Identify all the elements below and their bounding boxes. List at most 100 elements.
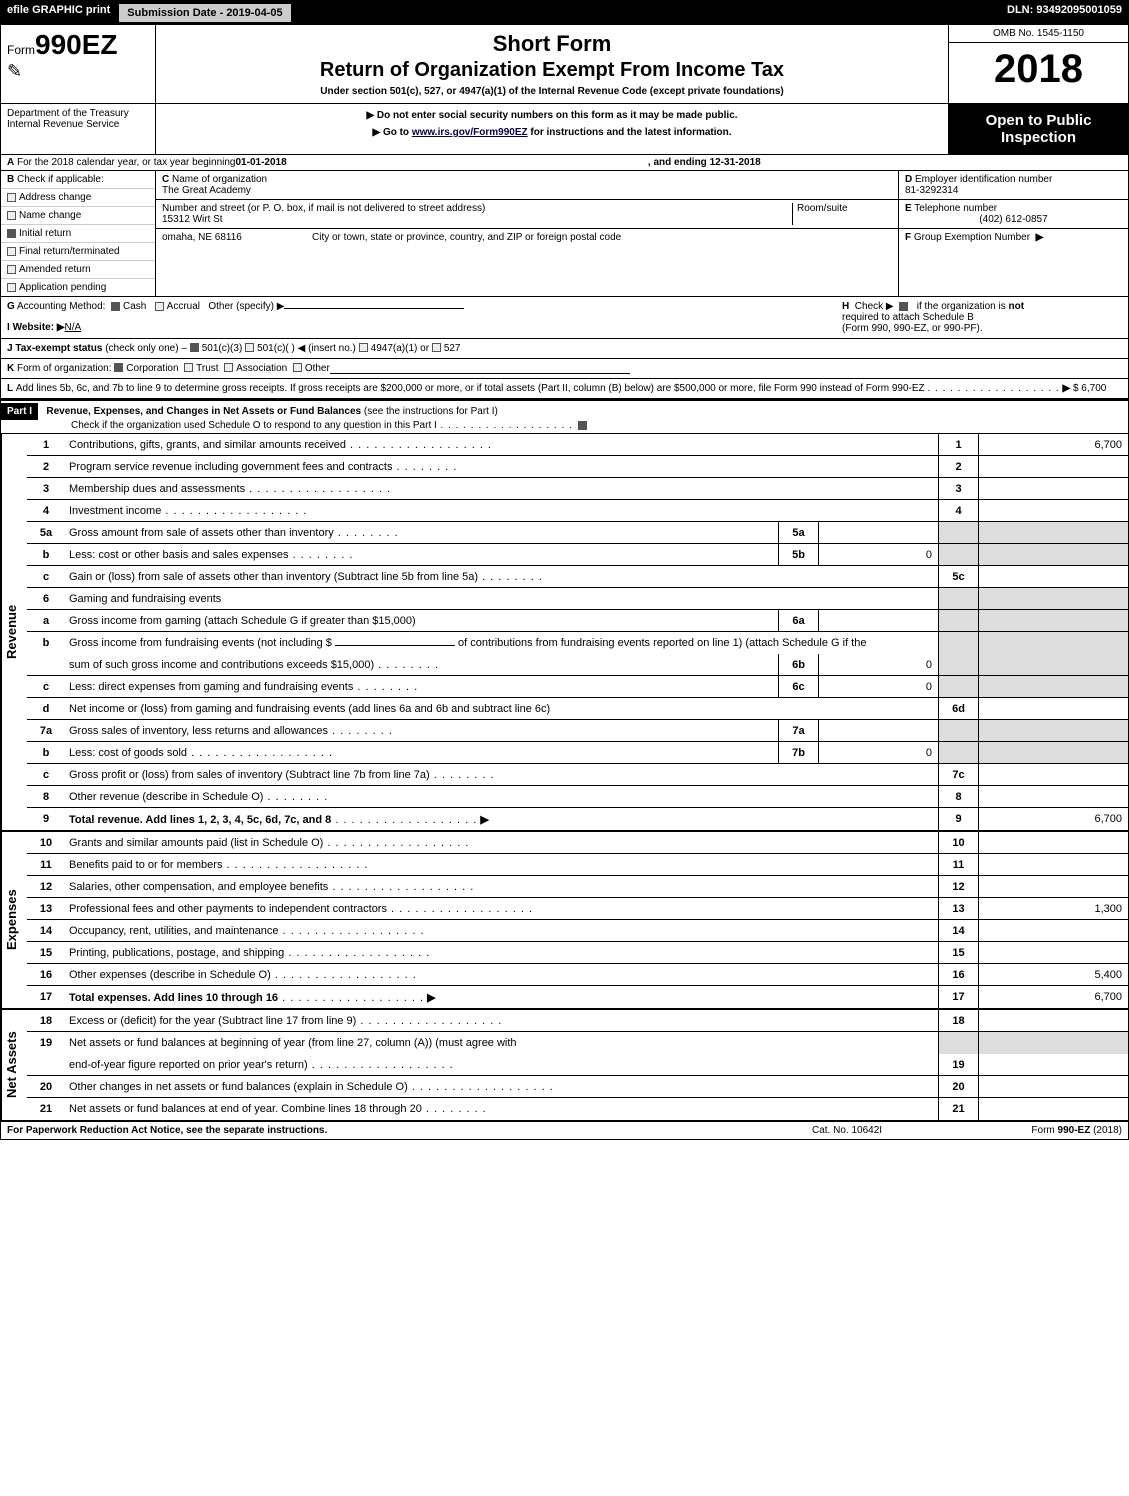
check-address-change[interactable]: Address change	[1, 189, 155, 207]
line-21: 21Net assets or fund balances at end of …	[27, 1098, 1128, 1120]
dln-label: DLN: 93492095001059	[1001, 1, 1128, 25]
tax-year-end: 12-31-2018	[710, 157, 761, 168]
check-accrual[interactable]	[155, 302, 164, 311]
room-suite-label: Room/suite	[792, 203, 892, 225]
line-6a: aGross income from gaming (attach Schedu…	[27, 610, 1128, 632]
open-to-public: Open to Public Inspection	[948, 104, 1128, 154]
dept-label: Department of the Treasury	[7, 108, 149, 119]
irs-link[interactable]: www.irs.gov/Form990EZ	[412, 127, 528, 138]
form-footer-label: Form 990-EZ (2018)	[962, 1125, 1122, 1136]
check-other-org[interactable]	[293, 363, 302, 372]
line-1: 1Contributions, gifts, grants, and simil…	[27, 434, 1128, 456]
part-1-label: Part I	[1, 403, 38, 420]
line-2: 2Program service revenue including gover…	[27, 456, 1128, 478]
line-20: 20Other changes in net assets or fund ba…	[27, 1076, 1128, 1098]
instruction-2: ▶ Go to www.irs.gov/Form990EZ for instru…	[162, 127, 942, 138]
check-trust[interactable]	[184, 363, 193, 372]
check-name-change[interactable]: Name change	[1, 207, 155, 225]
footer: For Paperwork Reduction Act Notice, see …	[1, 1121, 1128, 1139]
ein: 81-3292314	[905, 185, 1122, 196]
instructions-center: ▶ Do not enter social security numbers o…	[156, 104, 948, 154]
check-final-return[interactable]: Final return/terminated	[1, 243, 155, 261]
check-schedule-o[interactable]	[578, 421, 587, 430]
line-5c: cGain or (loss) from sale of assets othe…	[27, 566, 1128, 588]
line-7c: cGross profit or (loss) from sales of in…	[27, 764, 1128, 786]
line-7b-value: 0	[818, 742, 938, 763]
line-11: 11Benefits paid to or for members11	[27, 854, 1128, 876]
tax-year: 2018	[949, 43, 1128, 96]
line-16-value: 5,400	[978, 964, 1128, 985]
form-prefix: Form	[7, 43, 35, 57]
line-7b: bLess: cost of goods sold7b0	[27, 742, 1128, 764]
line-9: 9Total revenue. Add lines 1, 2, 3, 4, 5c…	[27, 808, 1128, 830]
year-block: OMB No. 1545-1150 2018	[948, 25, 1128, 103]
line-5b-value: 0	[818, 544, 938, 565]
section-j: J Tax-exempt status (check only one) – 5…	[1, 339, 1128, 359]
org-city: omaha, NE 68116	[162, 232, 292, 243]
check-amended-return[interactable]: Amended return	[1, 261, 155, 279]
part-1-header: Part I Revenue, Expenses, and Changes in…	[1, 399, 1128, 434]
line-6b-1: bGross income from fundraising events (n…	[27, 632, 1128, 654]
efile-print-label: efile GRAPHIC print	[1, 1, 116, 25]
revenue-sidebar: Revenue	[1, 434, 27, 830]
check-assoc[interactable]	[224, 363, 233, 372]
submission-date: Submission Date - 2019-04-05	[118, 3, 291, 23]
paperwork-notice: For Paperwork Reduction Act Notice, see …	[7, 1125, 812, 1136]
check-cash[interactable]	[111, 302, 120, 311]
check-501c3[interactable]	[190, 343, 199, 352]
line-13-value: 1,300	[978, 898, 1128, 919]
dept-block: Department of the Treasury Internal Reve…	[1, 104, 156, 154]
form-number-block: Form990EZ ✎	[1, 25, 156, 103]
header: Form990EZ ✎ Short Form Return of Organiz…	[1, 25, 1128, 104]
section-f: F Group Exemption Number ▶	[899, 229, 1128, 246]
tax-year-begin: 01-01-2018	[236, 157, 287, 168]
instruction-1: ▶ Do not enter social security numbers o…	[162, 110, 942, 121]
part-1-title: Revenue, Expenses, and Changes in Net As…	[46, 406, 361, 417]
line-15: 15Printing, publications, postage, and s…	[27, 942, 1128, 964]
check-schedule-b[interactable]	[899, 302, 908, 311]
section-k: K Form of organization: Corporation Trus…	[1, 359, 1128, 379]
revenue-section: Revenue 1Contributions, gifts, grants, a…	[1, 434, 1128, 832]
line-19-b: end-of-year figure reported on prior yea…	[27, 1054, 1128, 1076]
check-initial-return[interactable]: Initial return	[1, 225, 155, 243]
net-assets-sidebar: Net Assets	[1, 1010, 27, 1120]
form-number: 990EZ	[35, 29, 118, 60]
subtitle: Under section 501(c), 527, or 4947(a)(1)…	[166, 86, 938, 97]
check-527[interactable]	[432, 343, 441, 352]
line-6c-value: 0	[818, 676, 938, 697]
irs-label: Internal Revenue Service	[7, 119, 149, 130]
line-7a: 7aGross sales of inventory, less returns…	[27, 720, 1128, 742]
org-address: 15312 Wirt St	[162, 214, 792, 225]
website: N/A	[65, 322, 82, 333]
line-6b-2: sum of such gross income and contributio…	[27, 654, 1128, 676]
line-17-value: 6,700	[978, 986, 1128, 1008]
title-block: Short Form Return of Organization Exempt…	[156, 25, 948, 103]
section-a: A For the 2018 calendar year, or tax yea…	[1, 155, 1128, 171]
line-17: 17Total expenses. Add lines 10 through 1…	[27, 986, 1128, 1008]
line-6: 6Gaming and fundraising events	[27, 588, 1128, 610]
gross-receipts: $ 6,700	[1073, 383, 1106, 394]
line-8: 8Other revenue (describe in Schedule O)8	[27, 786, 1128, 808]
check-4947[interactable]	[359, 343, 368, 352]
section-gh: G Accounting Method: Cash Accrual Other …	[1, 297, 1128, 339]
line-19-a: 19Net assets or fund balances at beginni…	[27, 1032, 1128, 1054]
section-a-label: A	[7, 157, 14, 168]
check-501c[interactable]	[245, 343, 254, 352]
section-h: H Check ▶ if the organization is not req…	[842, 301, 1122, 334]
check-corp[interactable]	[114, 363, 123, 372]
short-form-title: Short Form	[166, 31, 938, 57]
instructions-row: Department of the Treasury Internal Reve…	[1, 104, 1128, 155]
line-4: 4Investment income4	[27, 500, 1128, 522]
topbar: efile GRAPHIC print Submission Date - 20…	[1, 1, 1128, 25]
catalog-number: Cat. No. 10642I	[812, 1125, 962, 1136]
line-3: 3Membership dues and assessments3	[27, 478, 1128, 500]
line-6c: cLess: direct expenses from gaming and f…	[27, 676, 1128, 698]
main-title: Return of Organization Exempt From Incom…	[166, 59, 938, 82]
section-def: D Employer identification number 81-3292…	[898, 171, 1128, 296]
check-application-pending[interactable]: Application pending	[1, 279, 155, 296]
line-16: 16Other expenses (describe in Schedule O…	[27, 964, 1128, 986]
omb-number: OMB No. 1545-1150	[949, 25, 1128, 43]
line-1-value: 6,700	[978, 434, 1128, 455]
form-page: efile GRAPHIC print Submission Date - 20…	[0, 0, 1129, 1140]
section-c: C Name of organization The Great Academy…	[156, 171, 898, 296]
